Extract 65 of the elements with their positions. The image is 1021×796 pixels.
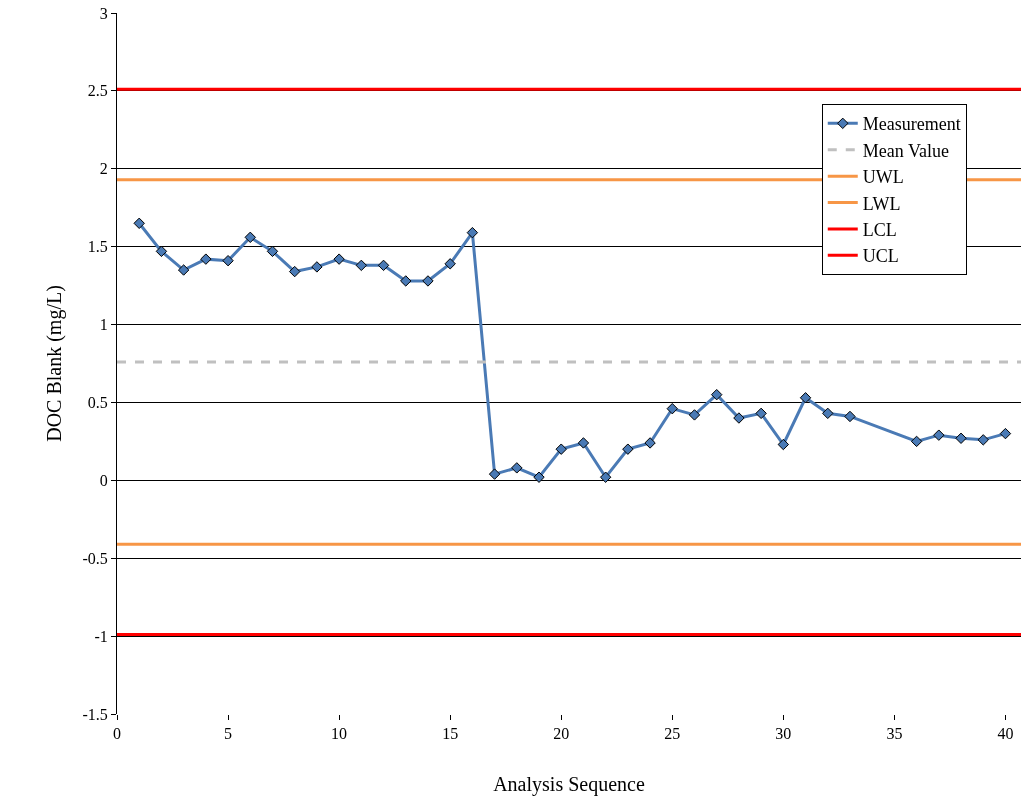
x-axis-title: Analysis Sequence (493, 773, 645, 796)
point (999, 427, 1012, 440)
point (844, 410, 856, 423)
point (711, 388, 723, 401)
point (755, 407, 767, 420)
y-tick-label: 3 (99, 4, 108, 22)
point (355, 259, 368, 272)
point (133, 217, 145, 229)
y-tick-label: -1 (94, 627, 108, 645)
point (177, 264, 190, 276)
y-tick-label: 2 (99, 160, 108, 178)
point (244, 231, 256, 244)
point (822, 407, 834, 420)
point (733, 412, 745, 424)
point (688, 409, 701, 421)
point (933, 429, 945, 441)
point (333, 253, 345, 265)
legend-label: LCL (862, 219, 897, 240)
y-tick-label: 0.5 (87, 394, 108, 412)
y-tick-label: -1.5 (82, 705, 108, 723)
legend-label: Mean Value (862, 140, 949, 161)
point (466, 226, 479, 239)
legend-label: UWL (862, 167, 904, 188)
x-tick-label: 0 (113, 725, 121, 743)
point (599, 471, 612, 483)
x-tick-label: 10 (331, 725, 348, 743)
point (511, 462, 523, 474)
point (644, 437, 656, 449)
point (266, 245, 279, 258)
point (622, 443, 634, 455)
legend-label: UCL (862, 246, 899, 267)
y-axis-title: DOC Blank (mg/L) (42, 285, 66, 442)
point (377, 259, 390, 272)
point (799, 392, 812, 404)
point (288, 265, 301, 278)
y-tick-label: 2.5 (87, 82, 108, 100)
x-tick-label: 40 (997, 725, 1014, 743)
point (577, 437, 590, 449)
x-tick-label: 20 (553, 725, 570, 743)
point (444, 258, 456, 270)
y-tick-label: 0 (99, 471, 108, 489)
point (555, 443, 567, 455)
point (422, 275, 434, 287)
x-tick-label: 30 (775, 725, 792, 743)
point (777, 438, 790, 451)
x-tick-label: 5 (224, 725, 233, 743)
legend-label: LWL (862, 193, 901, 214)
point (977, 434, 989, 446)
point (200, 253, 212, 265)
point (533, 471, 545, 483)
x-tick-label: 25 (664, 725, 681, 743)
point (155, 245, 168, 258)
point (488, 468, 501, 480)
y-tick-label: -0.5 (82, 549, 108, 567)
point (955, 432, 967, 444)
y-tick-label: 1.5 (87, 238, 108, 256)
point (910, 435, 923, 448)
legend-label: Measurement (862, 114, 961, 135)
point (400, 275, 412, 287)
point (311, 261, 323, 273)
point (666, 402, 678, 415)
point (222, 254, 234, 267)
x-tick-label: 35 (886, 725, 903, 743)
x-tick-label: 15 (442, 725, 459, 743)
y-tick-label: 1 (99, 316, 108, 334)
